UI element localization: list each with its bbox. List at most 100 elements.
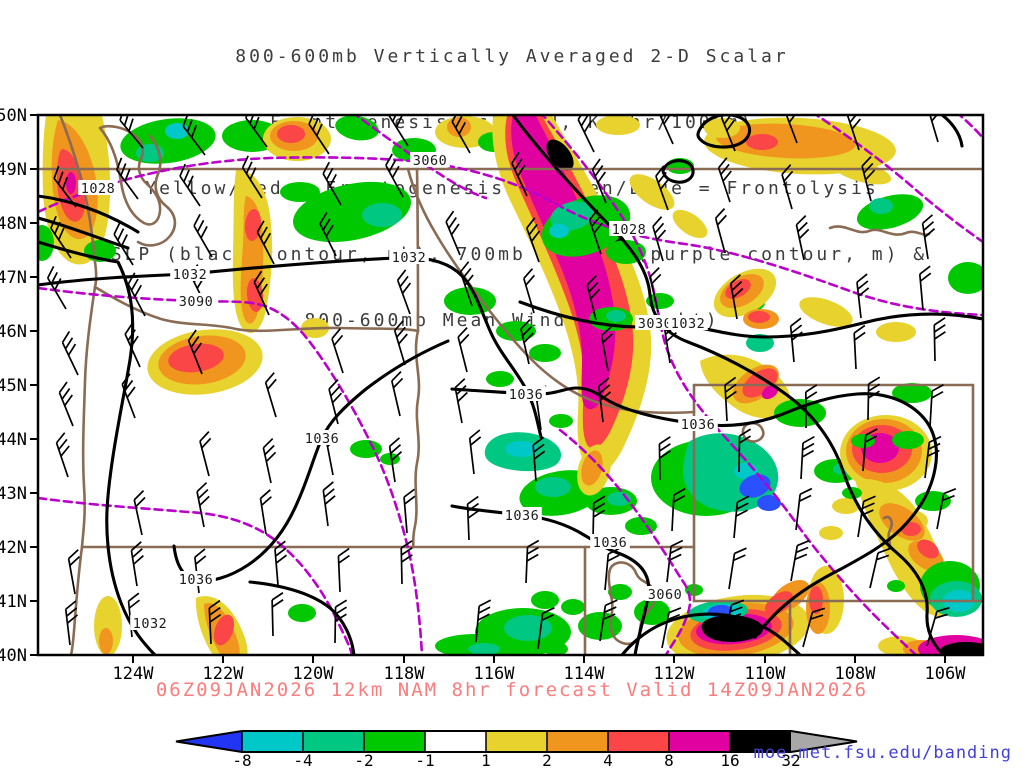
frontogenesis-shading-blob [335,115,379,141]
contour-label: 1036 [509,387,544,403]
frontogenesis-shading-blob [672,209,708,239]
wind-barb [259,489,272,535]
frontogenesis-shading-blob [832,159,892,185]
wind-barb [113,222,134,266]
wind-barb [869,547,891,589]
frontogenesis-shading-blob [869,198,893,214]
contour-label-chip [130,615,170,630]
wind-barb [264,372,277,418]
wind-barb [783,115,798,144]
credit-link[interactable]: moe.met.fsu.edu/banding [753,743,1012,763]
frontogenesis-shading-blob [596,115,640,135]
frontogenesis-shading-blob [505,441,537,457]
lon-tick-label: 108W [835,664,877,684]
lon-tick-label: 110W [745,664,787,684]
wind-barb [929,383,944,428]
frontogenesis-shading-blob [549,224,569,238]
frontogenesis-shading-blob [856,194,924,230]
wind-barb [604,547,621,591]
frontogenesis-shading-blob [764,591,794,615]
wind-barb [459,261,474,307]
frontogenesis-shading-blob [561,599,585,615]
lon-tick-label: 114W [564,664,606,684]
height-contour [558,428,692,655]
colorbar-cell [303,731,364,752]
mslp-contour [518,300,983,339]
wind-barb [537,607,555,650]
wind-barb [525,539,540,584]
frontogenesis-shading-blob [549,414,573,428]
wind-barb [400,540,413,585]
frontogenesis-shading-blob [940,642,983,655]
contour-label: 3030 [638,316,673,332]
frontogenesis-shading-blob [948,262,983,294]
height-contour [957,115,983,140]
height-contour [353,115,488,200]
height-contour [814,115,983,244]
colorbar-left-arrow [176,731,242,752]
mslp-contour [450,386,939,639]
colorbar-right-arrow [791,731,857,752]
wind-barb [577,115,595,153]
contour-label: 1032 [173,267,208,283]
wind-barb [127,272,146,317]
height-contour [540,115,918,655]
frontogenesis-shading-blob [746,134,778,150]
colorbar-tick-label: 2 [542,751,552,768]
frontogenesis-shading-blob [350,440,382,458]
wind-barb [274,540,288,586]
wind-barb [867,376,881,421]
wind-barb [586,275,601,321]
contour-label-chip [78,180,118,195]
contour-label: 3060 [648,587,683,603]
wind-barb [933,317,946,362]
wind-barb [475,599,492,643]
contour-label: 3060 [413,153,448,169]
wind-barb [666,539,684,583]
contour-label-chip [176,571,216,586]
contour-label-chip [506,386,546,401]
wind-barb [391,371,404,417]
wind-barb [196,482,210,528]
mslp-contour [939,115,964,148]
wind-barb [46,265,67,310]
wind-barb [856,273,870,319]
frontogenesis-shading-blob [704,118,740,138]
frontogenesis-shading-blob [546,139,574,171]
wind-barb [802,607,826,648]
wind-barb [187,329,203,375]
colorbar-cell [486,731,547,752]
colorbar-tick-label: 1 [481,751,491,768]
colorbar-cell [425,731,486,752]
contour-label-chip [502,507,542,522]
contour-label-chip [389,249,429,264]
wind-barb [714,208,727,254]
wind-barb [331,328,344,374]
wind-barb [193,213,213,258]
state-border [741,421,765,443]
wind-barb [262,438,277,484]
wind-barb [50,215,72,259]
colorbar-tick-label: -8 [232,751,251,768]
wind-barb [717,157,732,203]
lat-tick-label: 43N [0,484,27,504]
lon-tick-label: 124W [113,664,155,684]
wind-barb [208,599,222,645]
state-border [58,115,98,289]
wind-barb [936,488,957,530]
state-border [406,167,696,415]
lon-tick-label: 116W [474,664,516,684]
wind-barb [319,212,337,257]
wind-barb [926,115,941,143]
wind-barb [728,547,747,590]
wind-barb [526,217,541,263]
wind-barb [337,547,350,593]
frontogenesis-shading-blob [917,539,939,559]
wind-barb [800,435,815,480]
frontogenesis-shading-blob [629,174,675,210]
lat-tick-label: 44N [0,430,27,450]
frontogenesis-shading-blob [799,297,853,327]
colorbar-tick-label: -2 [354,751,373,768]
frontogenesis-shading-blob [757,495,781,511]
